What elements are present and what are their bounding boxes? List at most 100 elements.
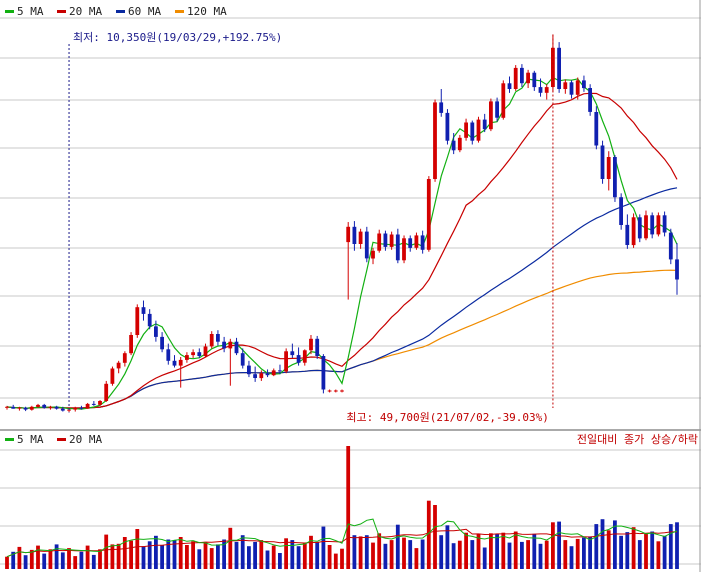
candle-body bbox=[606, 157, 611, 179]
volume-legend-label: 20 MA bbox=[69, 433, 102, 446]
volume-bar bbox=[5, 556, 9, 569]
candle-body bbox=[352, 226, 357, 244]
volume-bar bbox=[482, 547, 487, 569]
volume-bar bbox=[278, 553, 282, 569]
candle-body bbox=[675, 259, 679, 280]
volume-bar bbox=[191, 541, 195, 569]
candle-body bbox=[265, 373, 270, 376]
candle-body bbox=[253, 374, 257, 378]
volume-bar bbox=[489, 533, 493, 569]
volume-bar bbox=[557, 521, 561, 569]
price-legend-swatch bbox=[5, 10, 14, 13]
candle-body bbox=[637, 217, 642, 239]
candle-body bbox=[439, 102, 444, 113]
candle-body bbox=[594, 112, 599, 146]
candle-body bbox=[476, 119, 481, 141]
volume-bar bbox=[644, 533, 648, 569]
candle-body bbox=[73, 407, 78, 410]
candle-body bbox=[532, 72, 537, 88]
candle-body bbox=[197, 352, 202, 356]
volume-bar bbox=[402, 537, 406, 569]
volume-bar bbox=[79, 551, 84, 569]
volume-bar bbox=[631, 527, 636, 569]
candle-body bbox=[278, 370, 282, 372]
volume-bar bbox=[594, 524, 599, 569]
candle-body bbox=[358, 231, 363, 244]
volume-bar bbox=[389, 540, 394, 569]
volume-bar bbox=[377, 533, 382, 569]
volume-bar bbox=[309, 535, 313, 569]
candle-body bbox=[613, 157, 617, 198]
candle-body bbox=[29, 406, 34, 410]
volume-bar bbox=[364, 535, 369, 569]
volume-bar bbox=[538, 543, 543, 569]
volume-legend-label: 5 MA bbox=[17, 433, 44, 446]
candle-body bbox=[172, 360, 177, 366]
candle-body bbox=[321, 356, 326, 390]
candle-body bbox=[333, 390, 338, 392]
candle-body bbox=[575, 80, 580, 95]
volume-bar bbox=[302, 542, 307, 569]
volume-bar bbox=[315, 541, 320, 569]
candle-body bbox=[538, 87, 543, 93]
candle-body bbox=[513, 67, 518, 89]
candle-body bbox=[222, 341, 226, 349]
volume-bar bbox=[60, 552, 65, 569]
volume-bar bbox=[637, 540, 642, 569]
candle-body bbox=[160, 336, 164, 350]
candle-body bbox=[507, 83, 512, 89]
volume-bar bbox=[73, 556, 78, 569]
candle-body bbox=[234, 341, 239, 354]
candle-body bbox=[91, 403, 96, 405]
volume-bar bbox=[445, 525, 450, 569]
candle-body bbox=[315, 338, 320, 356]
candle-body bbox=[104, 383, 109, 401]
price-legend-label: 60 MA bbox=[128, 5, 161, 18]
volume-bar bbox=[358, 536, 363, 569]
volume-bar bbox=[178, 537, 183, 569]
candle-body bbox=[129, 335, 133, 354]
volume-bar bbox=[29, 549, 34, 569]
candle-body bbox=[563, 82, 568, 89]
low-annotation: 최저: 10,350원(19/03/29,+192.75%) bbox=[73, 31, 282, 44]
volume-bar bbox=[662, 535, 667, 569]
volume-bar bbox=[259, 540, 264, 569]
volume-bar bbox=[346, 446, 351, 569]
candle-body bbox=[178, 359, 183, 366]
volume-bar bbox=[228, 527, 233, 569]
volume-bar bbox=[110, 544, 115, 569]
candle-body bbox=[147, 313, 152, 327]
volume-bar bbox=[340, 548, 344, 569]
candle-body bbox=[426, 179, 431, 250]
volume-bar bbox=[476, 533, 481, 569]
volume-bar bbox=[240, 535, 245, 569]
candle-body bbox=[619, 197, 623, 225]
candle-body bbox=[482, 119, 487, 130]
volume-legend-swatch bbox=[5, 438, 14, 441]
candle-body bbox=[451, 140, 456, 151]
candle-body bbox=[650, 215, 655, 235]
candle-body bbox=[240, 353, 245, 366]
volume-bar bbox=[154, 535, 158, 569]
candle-body bbox=[501, 83, 506, 118]
volume-bar bbox=[222, 539, 226, 569]
candle-body bbox=[141, 307, 146, 314]
candle-body bbox=[67, 409, 71, 411]
volume-bar bbox=[451, 543, 456, 569]
volume-bar bbox=[544, 540, 549, 569]
candle-body bbox=[464, 122, 468, 138]
price-legend-label: 5 MA bbox=[17, 5, 44, 18]
volume-bar bbox=[563, 540, 568, 569]
volume-bar bbox=[104, 534, 109, 569]
volume-bar bbox=[234, 541, 239, 569]
volume-bar bbox=[147, 541, 152, 569]
volume-bar bbox=[371, 542, 375, 569]
ma20-line bbox=[6, 92, 678, 409]
candle-body bbox=[631, 217, 636, 246]
candle-body bbox=[85, 403, 90, 409]
volume-bar bbox=[36, 545, 40, 569]
volume-bar bbox=[197, 549, 202, 569]
candle-body bbox=[42, 404, 47, 408]
